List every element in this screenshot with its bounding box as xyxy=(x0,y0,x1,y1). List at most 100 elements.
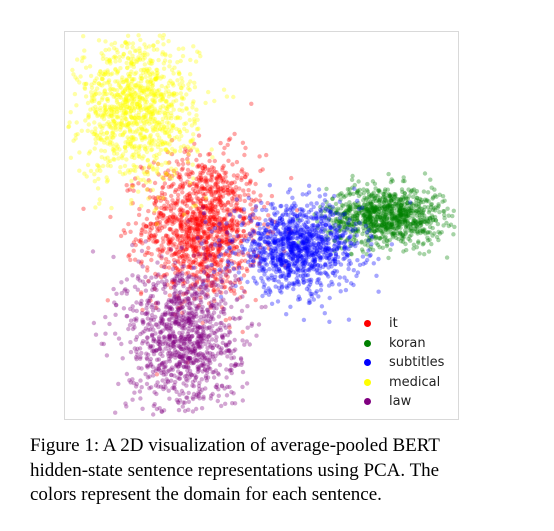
point-subtitles xyxy=(321,244,326,249)
point-medical xyxy=(187,117,192,123)
point-it xyxy=(144,216,150,222)
point-it xyxy=(201,168,206,174)
point-medical xyxy=(163,85,168,90)
point-medical xyxy=(162,130,168,136)
point-it xyxy=(180,185,185,191)
point-subtitles xyxy=(318,287,324,293)
point-medical xyxy=(106,79,111,85)
point-medical xyxy=(158,142,163,147)
point-koran xyxy=(349,177,355,182)
point-it xyxy=(184,220,189,226)
point-it xyxy=(231,288,237,293)
point-subtitles xyxy=(309,223,315,228)
point-medical xyxy=(114,71,120,76)
point-it xyxy=(209,173,214,178)
point-it xyxy=(170,214,175,219)
point-law xyxy=(156,280,161,285)
point-it xyxy=(184,240,190,245)
point-it xyxy=(136,181,141,186)
point-it xyxy=(178,174,183,179)
point-it xyxy=(178,183,183,188)
point-it xyxy=(229,180,235,185)
point-koran xyxy=(415,220,420,225)
point-it xyxy=(190,272,195,277)
point-law xyxy=(201,239,207,244)
point-it xyxy=(213,207,218,213)
point-medical xyxy=(134,128,139,133)
point-it xyxy=(162,224,167,229)
point-medical xyxy=(191,44,196,49)
point-it xyxy=(206,280,211,285)
point-subtitles xyxy=(306,183,312,188)
point-medical xyxy=(112,157,117,162)
point-medical xyxy=(150,80,155,86)
point-medical xyxy=(123,40,128,45)
point-law xyxy=(227,384,232,390)
point-it xyxy=(264,152,269,158)
point-subtitles xyxy=(342,275,347,280)
point-it xyxy=(196,261,201,267)
point-it xyxy=(196,209,202,214)
point-subtitles xyxy=(300,233,305,238)
point-law xyxy=(226,323,232,328)
point-it xyxy=(248,178,253,183)
point-it xyxy=(218,258,223,263)
point-it xyxy=(212,217,217,222)
point-koran xyxy=(384,199,389,204)
point-law xyxy=(229,304,234,310)
point-it xyxy=(205,182,210,187)
point-it xyxy=(227,223,233,228)
point-subtitles xyxy=(237,214,242,219)
point-subtitles xyxy=(327,319,332,324)
point-it xyxy=(224,265,230,270)
point-medical xyxy=(137,95,143,100)
point-it xyxy=(160,184,166,190)
point-subtitles xyxy=(352,186,357,191)
point-it xyxy=(216,223,221,228)
point-medical xyxy=(170,125,176,131)
point-medical xyxy=(79,128,84,133)
point-subtitles xyxy=(195,236,200,241)
point-law xyxy=(233,278,238,283)
point-it xyxy=(234,229,240,234)
point-subtitles xyxy=(301,208,306,213)
point-medical xyxy=(136,55,141,60)
point-it xyxy=(168,208,174,213)
point-it xyxy=(215,234,220,240)
point-it xyxy=(168,215,173,220)
point-it xyxy=(223,284,228,290)
point-it xyxy=(198,225,203,230)
point-it xyxy=(192,248,197,254)
point-it xyxy=(231,173,237,178)
point-it xyxy=(282,249,287,254)
point-medical xyxy=(96,71,102,77)
point-subtitles xyxy=(218,252,224,257)
point-subtitles xyxy=(337,275,343,280)
point-it xyxy=(260,167,265,172)
point-it xyxy=(236,252,241,257)
point-it xyxy=(202,164,208,169)
point-it xyxy=(200,252,205,257)
point-it xyxy=(210,223,216,228)
point-it xyxy=(193,247,198,252)
point-medical xyxy=(155,161,161,167)
point-it xyxy=(221,163,226,169)
point-it xyxy=(203,222,208,227)
point-medical xyxy=(93,126,98,131)
point-it xyxy=(241,216,246,221)
point-it xyxy=(168,240,174,245)
point-it xyxy=(165,200,170,205)
point-it xyxy=(207,189,212,194)
point-koran xyxy=(417,251,422,256)
point-koran xyxy=(396,236,401,242)
point-medical xyxy=(101,53,106,58)
point-subtitles xyxy=(241,207,247,212)
point-it xyxy=(226,241,232,246)
point-medical xyxy=(172,136,177,141)
point-it xyxy=(218,203,224,208)
point-medical xyxy=(84,174,89,179)
point-it xyxy=(173,201,178,206)
point-it xyxy=(205,278,210,283)
point-law xyxy=(149,275,154,280)
point-medical xyxy=(188,79,193,84)
